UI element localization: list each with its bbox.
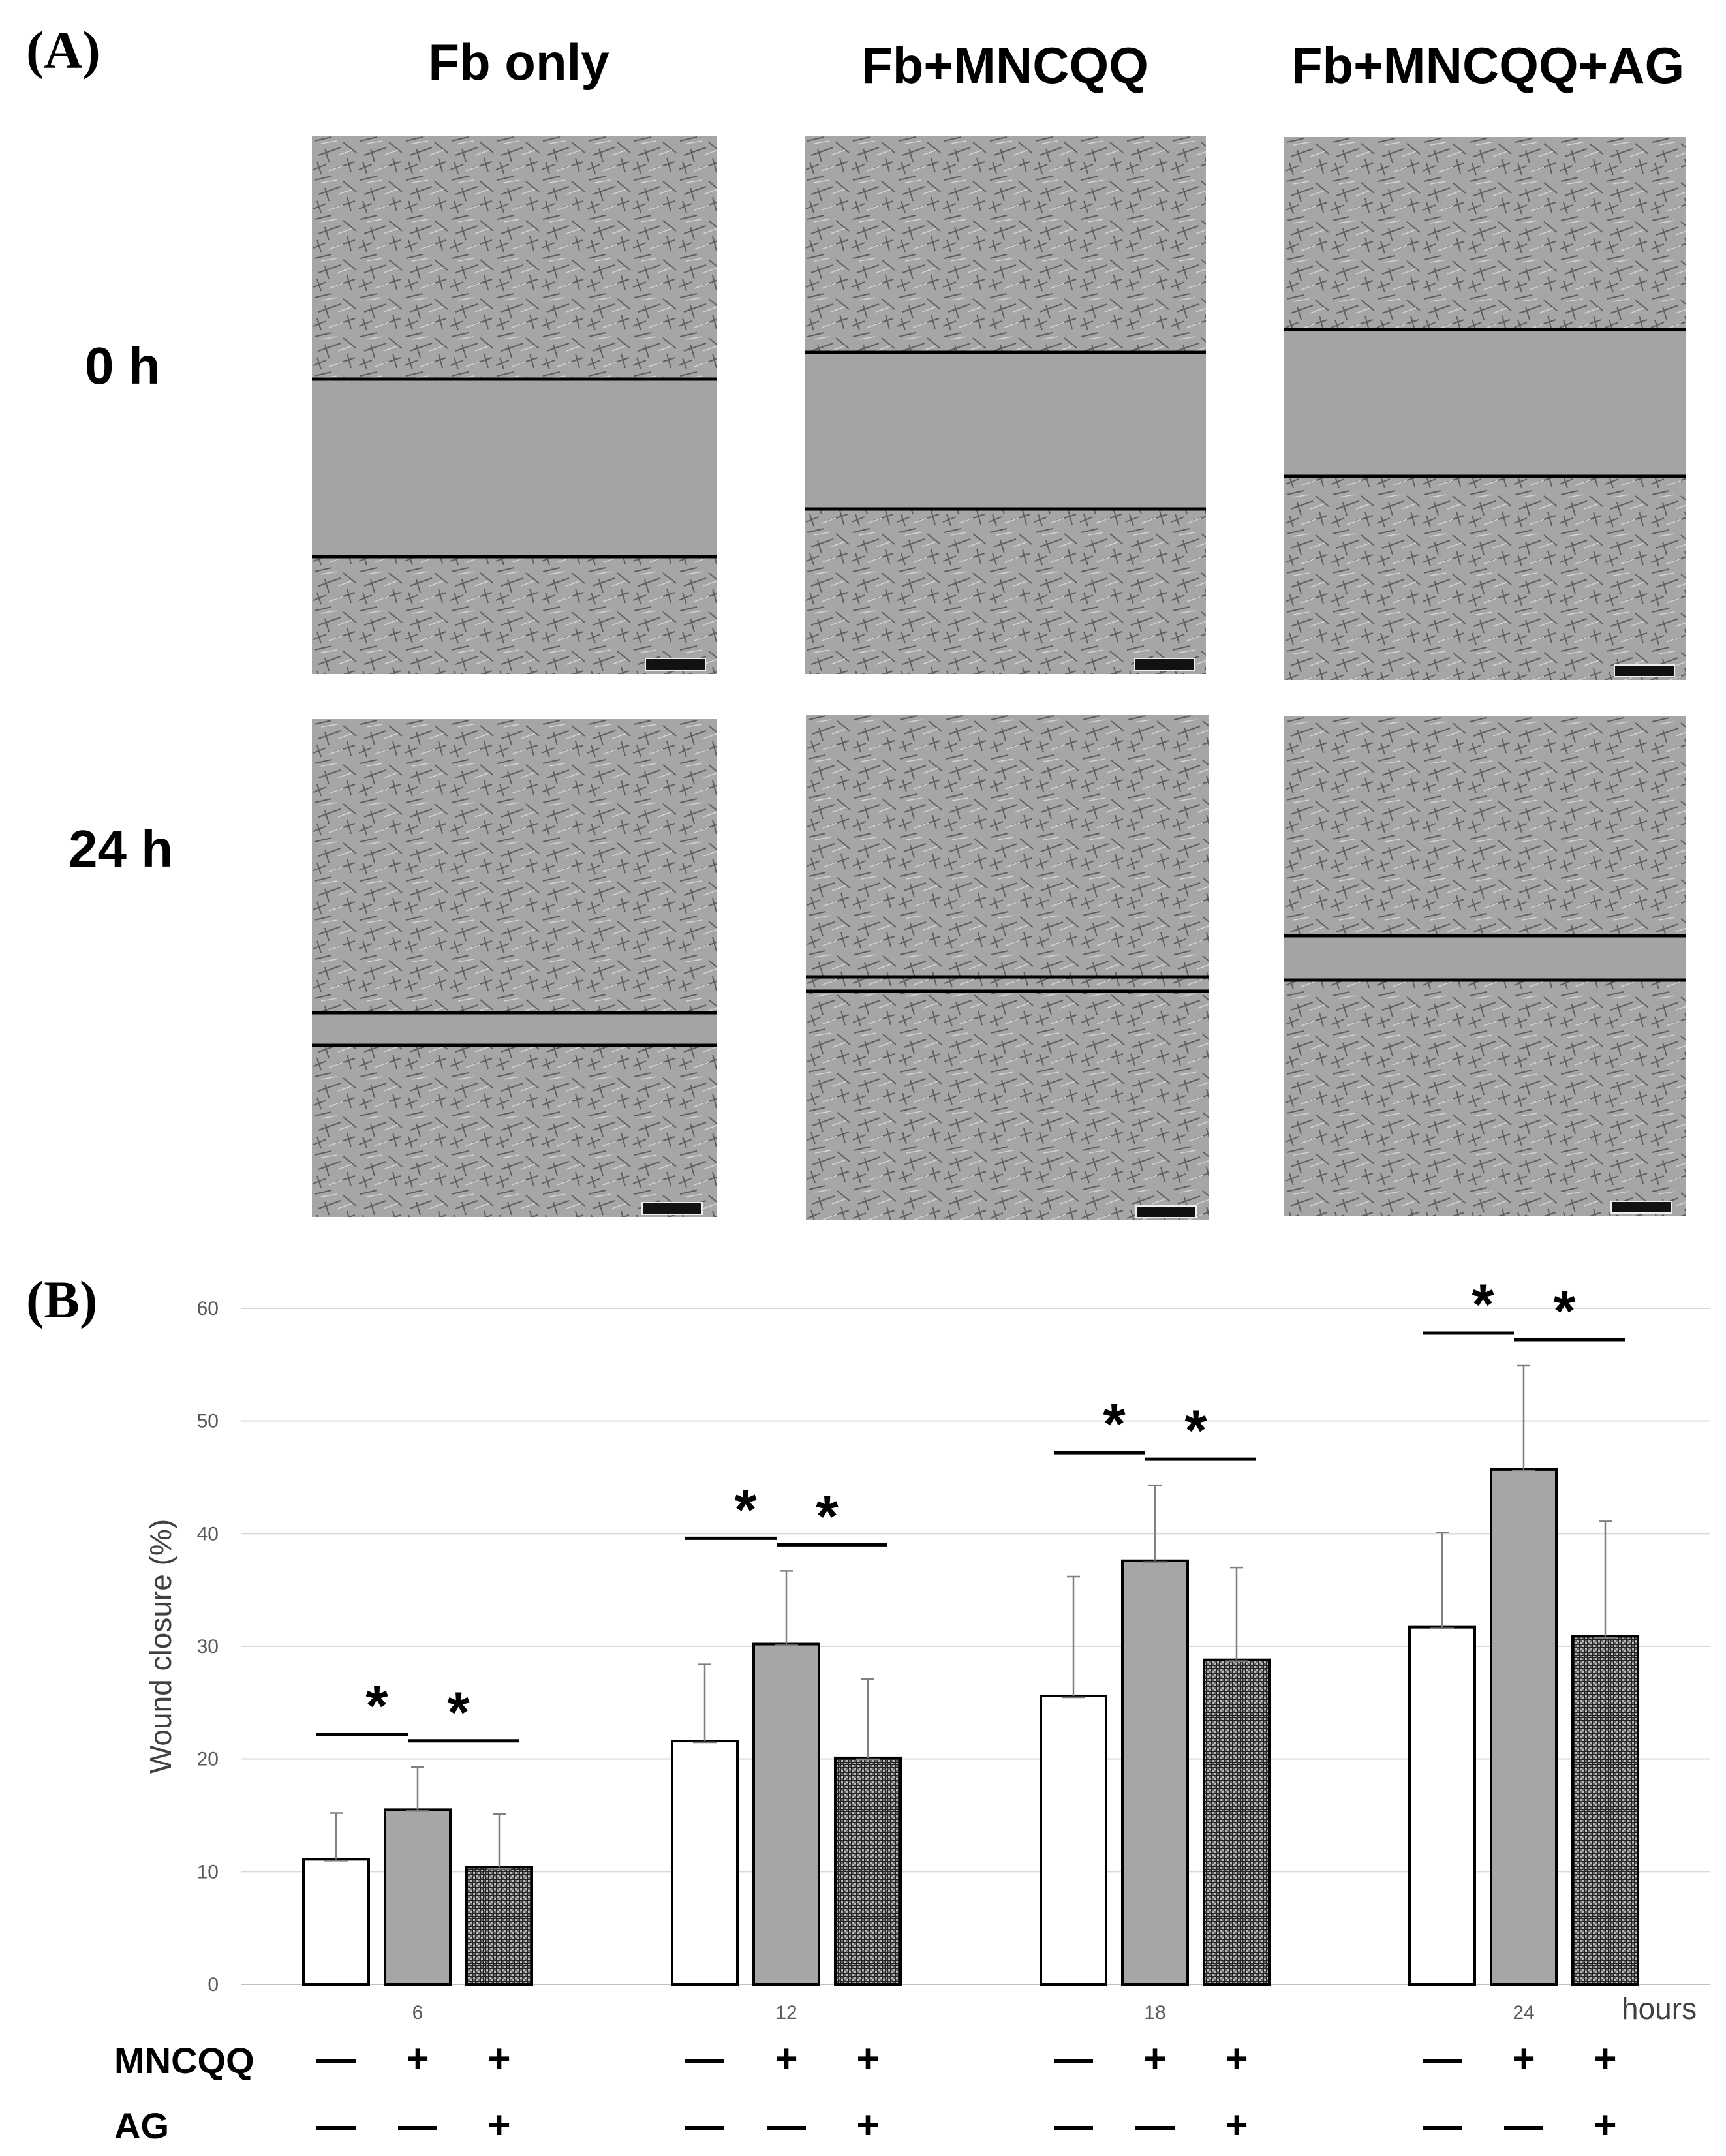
significance-star-12h-1: * [816,1483,839,1548]
y-tick-label-50: 50 [197,1411,219,1432]
panel-b-label: (B) [26,1270,98,1329]
significance-star-18h-0: * [1103,1391,1126,1456]
treatment-sign-mncqq-6: — [1054,2037,1093,2080]
treatment-sign-mncqq-11: + [1594,2037,1617,2080]
treatment-sign-mncqq-10: + [1512,2037,1535,2080]
treatment-sign-mncqq-2: + [487,2037,511,2080]
significance-star-12h-0: * [734,1477,757,1541]
y-tick-label-0: 0 [208,1974,219,1995]
treatment-sign-ag-9: — [1423,2103,1462,2147]
treatment-sign-ag-10: — [1504,2103,1543,2147]
micrograph-fb-mncqq-ag-24h [1284,716,1686,1216]
x-tick-label-18: 18 [1144,2002,1165,2024]
treatment-sign-mncqq-5: + [856,2037,880,2080]
significance-star-6h-0: * [365,1673,388,1738]
y-tick-label-10: 10 [197,1861,219,1883]
y-axis-label: Wound closure (%) [144,1519,177,1774]
micrograph-fb-only-24h [312,719,717,1217]
scale-bar [645,658,706,671]
bar-6h-1 [384,1808,452,1986]
bar-18h-1 [1121,1559,1189,1986]
scale-bar [1135,1205,1197,1218]
micrograph-fb-mncqq-0h [805,136,1206,674]
significance-star-18h-1: * [1184,1398,1207,1462]
scale-bar [641,1202,703,1215]
treatment-sign-mncqq-3: — [685,2037,724,2080]
column-title-fb-mncqq: Fb+MNCQQ [861,37,1148,94]
panel-a-label: (A) [26,20,100,80]
bar-6h-0 [302,1858,370,1986]
bar-24h-1 [1490,1468,1558,1986]
bar-18h-2 [1203,1658,1271,1986]
treatment-sign-ag-5: + [856,2103,880,2147]
x-tick-label-12: 12 [775,2002,797,2024]
treatment-sign-ag-4: — [767,2103,806,2147]
bar-24h-2 [1571,1635,1639,1986]
treatment-sign-ag-8: + [1225,2103,1248,2147]
treatment-sign-ag-3: — [685,2103,724,2147]
bar-18h-0 [1040,1694,1107,1986]
y-tick-label-30: 30 [197,1636,219,1657]
treatment-sign-mncqq-0: — [316,2037,356,2080]
treatment-label-ag: AG [114,2105,169,2146]
bar-24h-0 [1408,1625,1476,1986]
bar-6h-2 [465,1866,533,1986]
significance-star-24h-1: * [1553,1278,1576,1343]
y-tick-label-40: 40 [197,1523,219,1545]
treatment-sign-ag-11: + [1594,2103,1617,2147]
x-tick-label-24: 24 [1513,2002,1534,2024]
treatment-sign-mncqq-4: + [775,2037,798,2080]
scale-bar [1614,664,1675,677]
scale-bar [1134,658,1195,671]
treatment-sign-ag-2: + [487,2103,511,2147]
micrograph-fb-mncqq-ag-0h [1284,137,1686,680]
row-title-0h: 0 h [85,337,161,395]
x-axis-unit-label: hours [1622,1992,1697,2025]
treatment-sign-ag-7: — [1135,2103,1175,2147]
row-title-24h: 24 h [69,820,174,878]
bar-12h-2 [834,1756,902,1986]
significance-star-24h-0: * [1472,1272,1494,1336]
treatment-sign-mncqq-9: — [1423,2037,1462,2080]
y-tick-label-20: 20 [197,1749,219,1770]
micrograph-fb-mncqq-24h [806,715,1209,1220]
treatment-sign-mncqq-7: + [1143,2037,1167,2080]
treatment-label-mncqq: MNCQQ [114,2040,254,2081]
column-title-fb-only: Fb only [428,33,609,91]
significance-star-6h-1: * [447,1680,470,1744]
treatment-sign-ag-1: — [398,2103,437,2147]
bar-12h-1 [752,1642,820,1986]
column-title-fb-mncqq-ag: Fb+MNCQQ+AG [1291,37,1685,94]
treatment-sign-ag-0: — [316,2103,356,2147]
x-tick-label-6: 6 [412,2002,424,2024]
micrograph-fb-only-0h [312,136,717,674]
treatment-sign-mncqq-1: + [406,2037,429,2080]
scale-bar [1610,1201,1672,1214]
bar-12h-0 [671,1740,739,1986]
treatment-sign-mncqq-8: + [1225,2037,1248,2080]
y-tick-label-60: 60 [197,1298,219,1319]
wound-closure-chart: 0 10 20 30 40 50 60 Wound closure (%) 6 * * 12 * * 18 *… [144,1272,1710,2025]
treatment-sign-ag-6: — [1054,2103,1093,2147]
